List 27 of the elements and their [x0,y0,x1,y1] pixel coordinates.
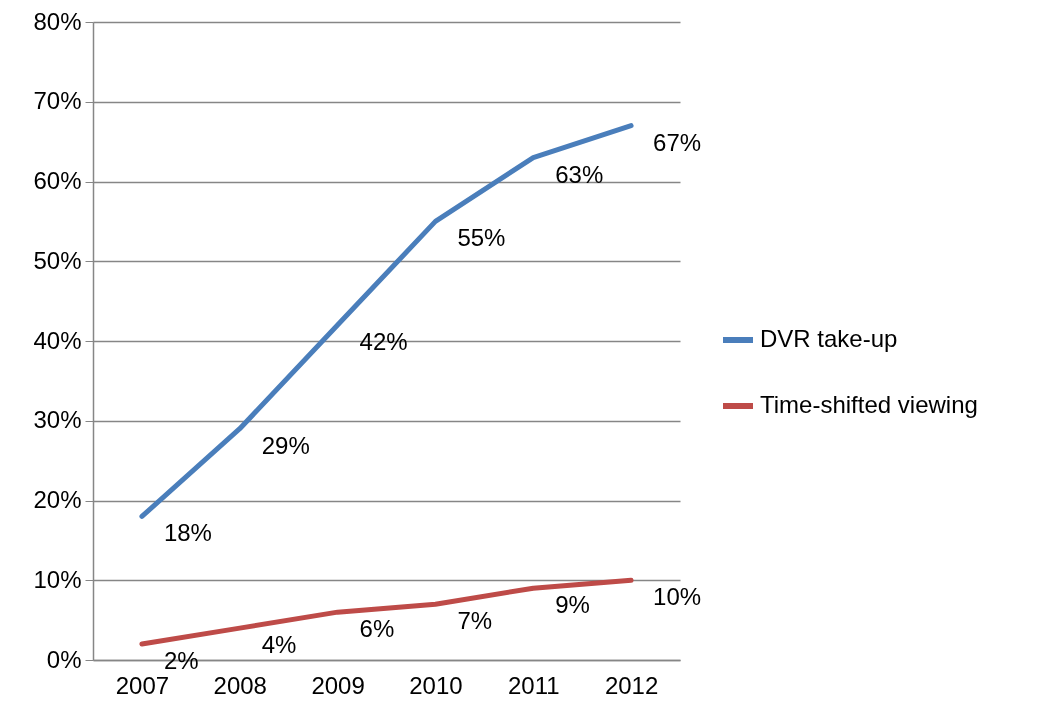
data-label: 42% [359,328,408,356]
data-label: 6% [359,615,395,643]
y-tick-label: 0% [46,645,82,673]
data-label: 29% [261,431,310,459]
data-label: 63% [555,160,604,188]
x-tick-label: 2010 [409,671,463,699]
y-tick-label: 70% [33,87,82,115]
y-tick-label: 10% [33,565,82,593]
legend-label: DVR take-up [760,325,898,352]
x-tick-label: 2008 [213,671,267,699]
data-label: 7% [457,607,493,635]
data-label: 18% [163,519,212,547]
data-label: 4% [261,631,297,659]
y-tick-label: 20% [33,486,82,513]
y-tick-label: 60% [33,167,82,194]
x-tick-label: 2009 [311,671,365,699]
legend-label: Time-shifted viewing [760,391,978,418]
data-label: 67% [653,128,702,156]
y-tick-label: 40% [33,326,82,354]
data-label: 10% [653,583,702,611]
x-tick-label: 2011 [507,671,560,699]
y-tick-label: 80% [33,7,82,35]
data-label: 55% [457,224,506,252]
data-label: 9% [555,591,590,619]
y-tick-label: 50% [33,246,82,274]
y-tick-label: 30% [33,406,82,434]
x-tick-label: 2012 [604,671,659,699]
